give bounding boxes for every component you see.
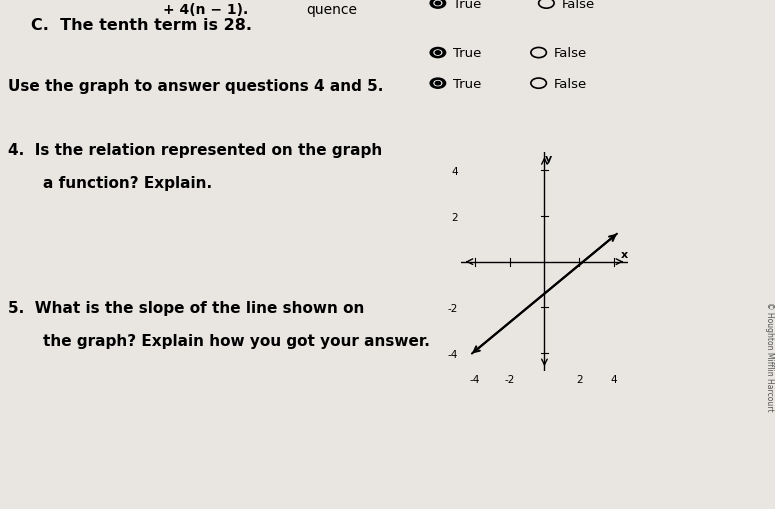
- Circle shape: [434, 51, 442, 56]
- Text: False: False: [554, 77, 587, 91]
- Text: © Houghton Mifflin Harcourt: © Houghton Mifflin Harcourt: [765, 302, 774, 411]
- Circle shape: [435, 82, 440, 86]
- Circle shape: [434, 2, 442, 7]
- Circle shape: [435, 51, 440, 55]
- Text: + 4(n − 1).: + 4(n − 1).: [163, 3, 248, 16]
- Text: C.  The tenth term is 28.: C. The tenth term is 28.: [31, 18, 252, 33]
- Circle shape: [430, 79, 446, 89]
- Circle shape: [430, 0, 446, 9]
- Text: a function? Explain.: a function? Explain.: [43, 176, 212, 190]
- Text: Use the graph to answer questions 4 and 5.: Use the graph to answer questions 4 and …: [8, 79, 383, 94]
- Text: 4.  Is the relation represented on the graph: 4. Is the relation represented on the gr…: [8, 143, 382, 157]
- Text: x: x: [621, 249, 628, 259]
- Text: False: False: [562, 0, 595, 11]
- Circle shape: [434, 81, 442, 87]
- Text: 5.  What is the slope of the line shown on: 5. What is the slope of the line shown o…: [8, 300, 364, 315]
- Text: the graph? Explain how you got your answer.: the graph? Explain how you got your answ…: [43, 333, 429, 348]
- Text: True: True: [453, 0, 482, 11]
- Text: False: False: [554, 47, 587, 60]
- Text: True: True: [453, 47, 482, 60]
- Text: y: y: [545, 153, 553, 163]
- Text: True: True: [453, 77, 482, 91]
- Circle shape: [430, 48, 446, 59]
- Text: quence: quence: [306, 3, 357, 16]
- Circle shape: [435, 2, 440, 6]
